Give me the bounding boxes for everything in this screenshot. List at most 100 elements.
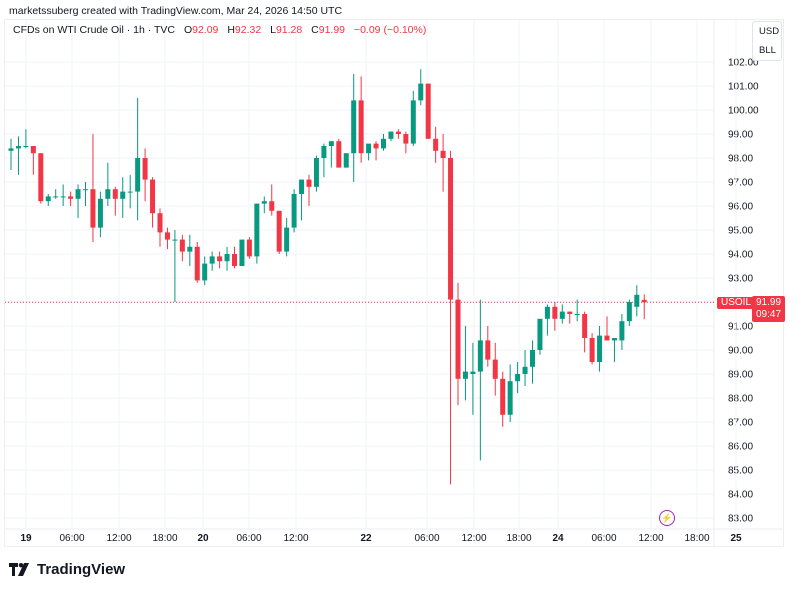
candle-body: [537, 318, 543, 350]
y-axis-label: 96.00: [728, 202, 753, 213]
last-price: 91.99: [756, 297, 782, 308]
candle-body: [440, 150, 446, 158]
x-axis-label: 18:00: [152, 533, 177, 544]
y-axis-label: 89.00: [728, 370, 753, 381]
x-axis-label: 18:00: [684, 533, 709, 544]
y-axis-label: 95.00: [728, 226, 753, 237]
candle-body: [291, 194, 297, 228]
x-axis-label: 22: [360, 533, 372, 544]
candle-body: [522, 366, 528, 374]
x-axis-label: 12:00: [461, 533, 486, 544]
y-axis-label: 102.00: [728, 58, 759, 69]
candle-body: [269, 201, 275, 211]
tradingview-logo: TradingView: [9, 561, 125, 578]
candle-body: [187, 246, 193, 252]
y-axis-label: 99.00: [728, 130, 753, 141]
candle-body: [597, 335, 603, 362]
candle-body: [60, 196, 66, 198]
candle-body: [641, 299, 647, 303]
candle-body: [574, 314, 580, 315]
candle-body: [433, 138, 439, 151]
x-axis-label: 24: [552, 533, 564, 544]
open-value: 92.09: [192, 24, 219, 36]
candle-body: [462, 371, 468, 379]
y-axis-label: 98.00: [728, 154, 753, 165]
unit-label[interactable]: BLL: [759, 45, 776, 56]
y-axis-label: 88.00: [728, 394, 753, 405]
candle-body: [515, 374, 521, 382]
candle-body: [150, 179, 156, 214]
candle-body: [559, 311, 565, 319]
candle-body: [8, 148, 14, 151]
candle-body: [97, 198, 103, 228]
x-axis-label: 12:00: [283, 533, 308, 544]
candle-body: [224, 254, 230, 262]
candle-body: [239, 239, 245, 266]
candle-body: [589, 338, 595, 362]
candle-body: [15, 146, 21, 149]
x-axis-label: 06:00: [236, 533, 261, 544]
candle-body: [351, 100, 357, 154]
y-axis-label: 90.00: [728, 346, 753, 357]
candle-body: [105, 189, 111, 199]
candle-body: [246, 239, 252, 257]
candle-body: [366, 143, 372, 154]
candle-body: [410, 100, 416, 144]
symbol-title[interactable]: CFDs on WTI Crude Oil · 1h · TVC: [13, 24, 176, 36]
x-axis-label: 25: [730, 533, 742, 544]
candle-body: [112, 189, 118, 199]
currency-unit-menu[interactable]: USD BLL: [752, 21, 782, 61]
chart-credit: marketssuberg created with TradingView.c…: [9, 5, 343, 17]
candle-body: [567, 311, 573, 314]
candle-body: [343, 153, 349, 168]
candle-body: [306, 179, 312, 187]
candle-body: [313, 158, 319, 187]
x-axis-label: 06:00: [59, 533, 84, 544]
candle-body: [492, 359, 498, 379]
event-lightning-icon[interactable]: ⚡: [659, 510, 675, 526]
y-axis-label: 101.00: [728, 82, 759, 93]
candle-body: [373, 143, 379, 149]
close-label: C: [311, 24, 319, 36]
x-axis-label: 20: [197, 533, 209, 544]
candle-body: [425, 83, 431, 139]
candle-body: [202, 263, 208, 281]
close-value: 91.99: [318, 24, 346, 36]
candle-body: [194, 246, 200, 281]
candle-body: [611, 338, 617, 341]
y-axis-label: 94.00: [728, 250, 753, 261]
candle-body: [500, 378, 506, 415]
candle-body: [127, 191, 133, 193]
x-axis-label: 06:00: [591, 533, 616, 544]
candle-body: [358, 100, 364, 154]
candle-body: [30, 146, 36, 154]
candle-body: [448, 158, 454, 300]
candle-body: [634, 294, 640, 307]
y-axis-label: 84.00: [728, 490, 753, 501]
candle-body: [485, 340, 491, 360]
high-label: H: [227, 24, 235, 36]
candle-body: [582, 314, 588, 338]
y-axis-label: 85.00: [728, 466, 753, 477]
candle-body: [507, 381, 513, 415]
candle-body: [23, 146, 29, 147]
y-axis-label: 91.00: [728, 322, 753, 333]
currency-label[interactable]: USD: [759, 26, 780, 37]
candle-body: [276, 210, 282, 252]
candle-body: [142, 158, 148, 180]
candle-body: [321, 146, 327, 158]
x-axis-label: 19: [20, 533, 32, 544]
candle-body: [45, 196, 51, 202]
candle-body: [232, 254, 237, 266]
candle-body: [418, 83, 424, 101]
candle-body: [217, 256, 223, 262]
chart-frame: [4, 19, 784, 547]
candle-body: [90, 189, 96, 228]
candle-body: [552, 306, 558, 319]
bar-countdown: 09:47: [756, 309, 782, 320]
candle-body: [261, 201, 267, 204]
open-label: O: [183, 24, 193, 36]
high-value: 92.32: [234, 24, 262, 36]
x-axis-label: 06:00: [414, 533, 439, 544]
